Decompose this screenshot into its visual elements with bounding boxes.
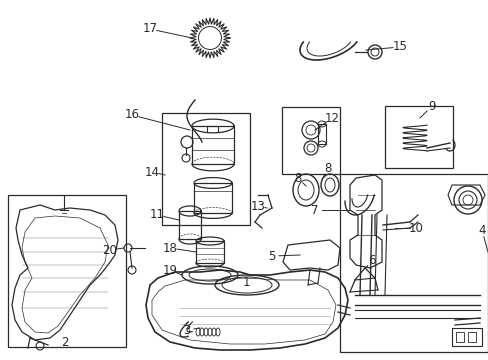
Bar [451,328,481,346]
Text: 1: 1 [242,276,249,289]
Bar [282,107,339,174]
Text: 8: 8 [294,171,301,184]
Bar [339,174,487,352]
Bar [179,211,201,239]
Bar [196,241,224,263]
Text: 3: 3 [183,324,190,337]
Text: 15: 15 [392,40,407,54]
Text: 13: 13 [250,199,265,212]
Text: 7: 7 [311,203,318,216]
Bar [192,126,234,164]
Bar [194,183,231,213]
Bar [162,113,249,225]
Text: 20: 20 [102,243,117,256]
Text: 8: 8 [324,162,331,175]
Text: 18: 18 [162,242,177,255]
Bar [317,124,325,144]
Text: 16: 16 [124,108,139,122]
Text: 19: 19 [162,264,177,276]
Text: 10: 10 [408,221,423,234]
Text: 2: 2 [61,336,69,348]
Text: 11: 11 [149,208,164,221]
Bar [455,332,463,342]
Text: 14: 14 [144,166,159,179]
Bar [8,195,126,347]
Bar [384,106,452,168]
Bar [467,332,475,342]
Text: 4: 4 [477,224,485,237]
Text: 6: 6 [367,253,375,266]
Text: 12: 12 [324,112,339,125]
Text: 9: 9 [427,99,435,112]
Text: 5: 5 [268,249,275,262]
Text: 17: 17 [142,22,157,36]
